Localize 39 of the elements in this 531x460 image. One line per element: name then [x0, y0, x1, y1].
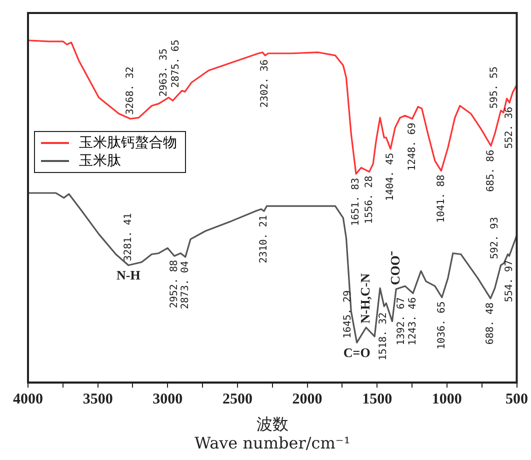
- annotation: 685. 86: [486, 150, 497, 192]
- annotation: 1036. 65: [436, 301, 448, 350]
- annotation: 1248. 69: [406, 122, 418, 171]
- annotation: 3281. 41: [122, 213, 134, 262]
- x-tick-label: 2000: [292, 391, 322, 408]
- annotation: 3268. 32: [124, 66, 136, 115]
- x-tick-label: 3000: [152, 391, 183, 408]
- annotation: 2310. 21: [258, 215, 270, 264]
- annotation: 2302. 36: [260, 59, 271, 108]
- annotation: 2952. 88: [168, 260, 180, 308]
- annotation: 2873. 04: [180, 261, 191, 310]
- x-tick-label: 3500: [82, 391, 113, 408]
- annotation: N-H,C-N: [357, 272, 372, 324]
- annotation: 592. 93: [489, 217, 500, 260]
- annotation: 1392. 67: [396, 297, 407, 346]
- annotation: 1404. 45: [385, 152, 396, 202]
- annotation: 1556. 28: [364, 176, 375, 224]
- legend-label: 玉米肽: [79, 152, 121, 170]
- annotation: 1243. 46: [408, 297, 419, 346]
- annotation: COO⁻: [387, 250, 402, 286]
- annotation: 554. 97: [504, 260, 515, 302]
- annotation: 552. 36: [504, 106, 516, 149]
- x-tick-label: 2500: [222, 391, 252, 408]
- x-tick-label: 1000: [432, 391, 462, 408]
- annotation: 1645. 29: [342, 290, 354, 339]
- x-axis-title: 波数 Wave number/cm⁻¹: [194, 414, 350, 453]
- annotation: 595. 55: [489, 66, 500, 109]
- annotation: N-H: [116, 268, 140, 283]
- legend-label: 玉米肽钙螯合物: [79, 134, 177, 152]
- annotation: 688. 48: [485, 302, 496, 345]
- x-tick-label: 500: [506, 391, 528, 408]
- annotation: 2963. 35: [158, 48, 170, 97]
- annotation: 2875. 65: [170, 40, 182, 88]
- x-tick-label: 1500: [362, 391, 392, 408]
- annotation: 1518. 32: [378, 312, 390, 360]
- annotation: 1651. 83: [350, 178, 362, 226]
- annotation: 1041. 88: [436, 174, 447, 223]
- x-tick-label: 4000: [13, 391, 43, 408]
- annotation: C=O: [343, 344, 370, 360]
